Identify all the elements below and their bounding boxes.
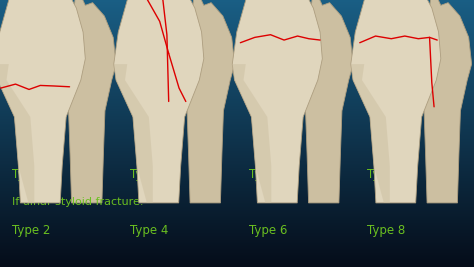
Polygon shape [114, 64, 153, 203]
Text: Type 7: Type 7 [367, 168, 406, 181]
Polygon shape [0, 0, 85, 203]
Text: If ulnar styloid fracture:: If ulnar styloid fracture: [12, 197, 143, 207]
Text: Type 4: Type 4 [130, 225, 169, 237]
Text: Type 1: Type 1 [12, 168, 50, 181]
Polygon shape [232, 0, 322, 203]
Text: Type 6: Type 6 [249, 225, 287, 237]
Polygon shape [114, 0, 204, 203]
Text: Type 8: Type 8 [367, 225, 406, 237]
Text: Type 2: Type 2 [12, 225, 50, 237]
Polygon shape [298, 0, 353, 203]
Polygon shape [0, 64, 34, 203]
Polygon shape [61, 0, 116, 203]
Polygon shape [179, 0, 235, 203]
Text: Type 5: Type 5 [249, 168, 287, 181]
Polygon shape [351, 64, 390, 203]
Polygon shape [351, 0, 441, 203]
Polygon shape [232, 64, 271, 203]
Polygon shape [416, 0, 472, 203]
Text: Type 3: Type 3 [130, 168, 169, 181]
